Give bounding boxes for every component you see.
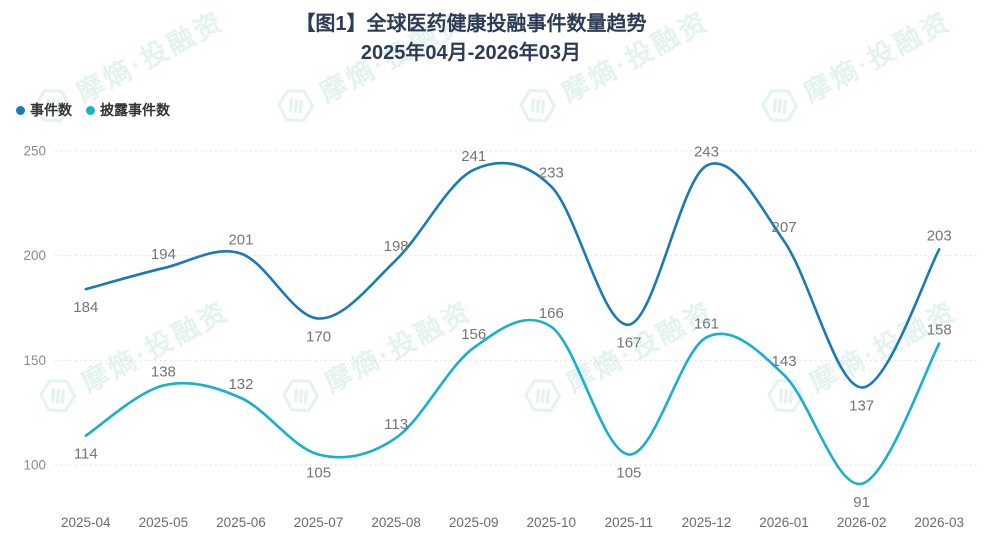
x-axis-tick-label: 2026-03 [914, 515, 964, 530]
data-point-label: 198 [384, 238, 409, 255]
x-axis-tick-label: 2025-10 [527, 515, 577, 530]
y-axis-tick-label: 150 [23, 353, 46, 368]
legend: 事件数 披露事件数 [16, 100, 170, 120]
x-axis-tick-label: 2025-11 [605, 515, 654, 530]
data-point-label: 161 [694, 315, 719, 332]
series-line-events[interactable] [84, 161, 941, 389]
y-axis-tick-label: 200 [23, 248, 46, 263]
legend-item-disclosed-events[interactable]: 披露事件数 [86, 100, 170, 120]
data-point-label: 156 [461, 326, 486, 343]
y-axis-tick-label: 250 [23, 144, 46, 159]
x-axis-tick-label: 2025-05 [139, 515, 189, 530]
x-axis-tick-label: 2025-04 [61, 515, 111, 530]
data-point-label: 114 [74, 446, 98, 463]
data-point-label: 184 [73, 299, 98, 316]
data-point-label: 194 [151, 246, 176, 263]
data-point-label: 113 [384, 416, 408, 433]
data-point-label: 166 [539, 305, 564, 322]
legend-label: 事件数 [30, 102, 72, 118]
chart-title-block: 【图1】全球医药健康投融事件数量趋势 2025年04月-2026年03月 [0, 10, 942, 68]
chart-title: 【图1】全球医药健康投融事件数量趋势 [295, 13, 647, 35]
data-point-label: 91 [853, 494, 870, 511]
x-axis-tick-label: 2026-01 [759, 515, 809, 530]
data-point-label: 241 [461, 148, 486, 165]
x-axis-tick-label: 2025-06 [216, 515, 266, 530]
series-line-disclosed-events[interactable] [84, 318, 941, 486]
legend-dot-icon [16, 105, 25, 115]
x-axis-tick-label: 2025-09 [449, 515, 499, 530]
legend-item-events[interactable]: 事件数 [16, 100, 72, 120]
legend-label: 披露事件数 [100, 102, 170, 118]
data-point-label: 143 [772, 353, 797, 370]
data-point-label: 207 [772, 219, 797, 236]
data-point-label: 201 [228, 232, 253, 249]
data-point-label: 203 [927, 227, 952, 244]
data-point-label: 158 [927, 322, 952, 339]
x-axis-tick-label: 2025-08 [371, 515, 421, 530]
data-point-label: 138 [151, 363, 176, 380]
x-axis-tick-label: 2025-07 [294, 515, 344, 530]
x-axis-tick-label: 2025-12 [682, 515, 732, 530]
data-point-label: 105 [306, 465, 331, 482]
x-axis-tick-label: 2026-02 [837, 515, 887, 530]
chart-subtitle: 2025年04月-2026年03月 [360, 42, 582, 64]
data-point-label: 105 [616, 465, 641, 482]
data-point-label: 132 [228, 376, 253, 393]
data-point-label: 167 [616, 335, 641, 352]
data-point-label: 137 [849, 398, 874, 415]
legend-dot-icon [86, 105, 95, 115]
y-axis-tick-label: 100 [23, 458, 46, 473]
data-point-label: 233 [539, 165, 564, 182]
data-point-label: 170 [306, 328, 331, 345]
data-point-label: 243 [694, 144, 719, 161]
